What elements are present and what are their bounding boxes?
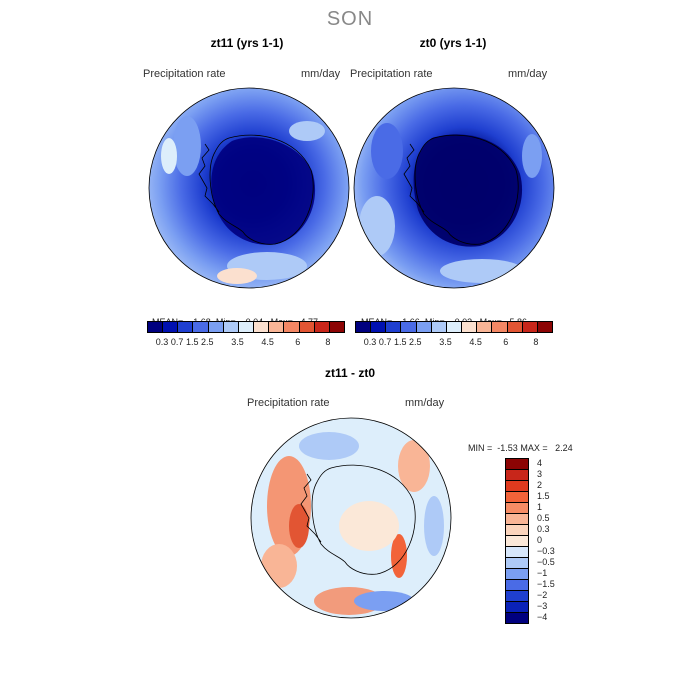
panel3-min-label: MIN = <box>468 443 493 453</box>
colorbar-swatch <box>506 470 528 481</box>
colorbar-swatch <box>506 569 528 580</box>
panel1-map <box>148 87 350 289</box>
colorbar-tick-label: 8 <box>533 337 539 347</box>
colorbar-tick-label: 0.3 <box>155 337 169 347</box>
colorbar-tick-label: 0.3 <box>363 337 377 347</box>
colorbar-swatch <box>431 322 447 332</box>
panel2-colorbar <box>355 321 553 333</box>
colorbar-swatch <box>506 558 528 569</box>
panel3-variable: Precipitation rate <box>247 397 330 409</box>
panel1-colorbar <box>147 321 345 333</box>
colorbar-tick-label: 0.7 <box>378 337 392 347</box>
colorbar-label: −1.5 <box>537 578 555 589</box>
panel3-colorbar-labels: 4 3 2 1.5 1 0.5 0.3 0 −0.3 −0.5 −1 −1.5 −2 −3 −4 <box>537 458 577 622</box>
colorbar-swatch <box>506 525 528 536</box>
colorbar-swatch <box>506 547 528 558</box>
panel2-variable: Precipitation rate <box>350 68 433 80</box>
panel3-units: mm/day <box>405 397 445 409</box>
colorbar-label: 1 <box>537 502 543 513</box>
colorbar-label: 3 <box>537 469 543 480</box>
colorbar-tick-label: 4.5 <box>469 337 482 347</box>
panel3-map <box>250 417 452 619</box>
colorbar-tick-label: 3.5 <box>439 337 452 347</box>
colorbar-swatch <box>506 503 528 514</box>
colorbar-tick-label: 8 <box>325 337 331 347</box>
colorbar-swatch <box>506 613 528 623</box>
colorbar-swatch <box>148 322 164 332</box>
colorbar-swatch <box>506 580 528 591</box>
colorbar-tick-label: 3.5 <box>231 337 244 347</box>
colorbar-swatch <box>299 322 315 332</box>
panel2-units: mm/day <box>508 68 548 80</box>
colorbar-swatch <box>386 322 402 332</box>
colorbar-swatch <box>506 514 528 525</box>
colorbar-label: 2 <box>537 480 543 491</box>
colorbar-swatch <box>178 322 194 332</box>
panel3-stats: MIN = -1.53 MAX = 2.24 <box>463 433 573 453</box>
colorbar-tick-label: 4.5 <box>261 337 274 347</box>
colorbar-swatch <box>507 322 523 332</box>
colorbar-swatch <box>329 322 345 332</box>
panel3-max-label: MAX = <box>520 443 548 453</box>
colorbar-label: −0.3 <box>537 545 555 556</box>
colorbar-label: −3 <box>537 600 548 611</box>
colorbar-label: 4 <box>537 458 543 469</box>
colorbar-swatch <box>506 459 528 470</box>
colorbar-swatch <box>506 481 528 492</box>
colorbar-swatch <box>506 536 528 547</box>
colorbar-swatch <box>401 322 417 332</box>
colorbar-swatch <box>477 322 493 332</box>
panel3-max: 2.24 <box>555 443 573 453</box>
colorbar-tick-label: 6 <box>295 337 301 347</box>
panel1-variable: Precipitation rate <box>143 68 226 80</box>
colorbar-swatch <box>371 322 387 332</box>
panel3-colorbar <box>505 458 529 624</box>
colorbar-swatch <box>163 322 179 332</box>
colorbar-swatch <box>254 322 270 332</box>
colorbar-swatch <box>506 492 528 503</box>
colorbar-label: 0.3 <box>537 524 550 535</box>
colorbar-swatch <box>462 322 478 332</box>
colorbar-swatch <box>416 322 432 332</box>
colorbar-tick-label: 2.5 <box>409 337 422 347</box>
colorbar-label: −0.5 <box>537 556 555 567</box>
panel1-colorbar-ticks: 0.3 0.7 1.5 2.5 3.5 4.5 6 8 <box>147 337 343 349</box>
colorbar-swatch <box>208 322 224 332</box>
panel2-title: zt0 (yrs 1-1) <box>419 36 487 50</box>
colorbar-swatch <box>446 322 463 332</box>
panel3-title: zt11 - zt0 <box>324 366 375 380</box>
figure-title: SON <box>326 8 374 30</box>
colorbar-swatch <box>506 602 528 613</box>
colorbar-swatch <box>193 322 209 332</box>
panel2-colorbar-ticks: 0.3 0.7 1.5 2.5 3.5 4.5 6 8 <box>355 337 551 349</box>
colorbar-tick-label: 2.5 <box>201 337 214 347</box>
colorbar-tick-label: 1.5 <box>185 337 199 347</box>
colorbar-tick-label: 6 <box>503 337 509 347</box>
colorbar-swatch <box>356 322 372 332</box>
colorbar-label: 0.5 <box>537 513 550 524</box>
colorbar-swatch <box>537 322 553 332</box>
panel3-min: -1.53 <box>497 443 518 453</box>
colorbar-swatch <box>284 322 300 332</box>
colorbar-label: −4 <box>537 611 548 622</box>
colorbar-tick-label: 0.7 <box>170 337 184 347</box>
colorbar-swatch <box>522 322 538 332</box>
colorbar-label: 1.5 <box>537 491 550 502</box>
colorbar-label: −2 <box>537 589 548 600</box>
colorbar-swatch <box>238 322 255 332</box>
colorbar-swatch <box>223 322 239 332</box>
colorbar-swatch <box>314 322 330 332</box>
colorbar-label: −1 <box>537 567 548 578</box>
colorbar-swatch <box>492 322 508 332</box>
colorbar-label: 0 <box>537 535 543 545</box>
colorbar-swatch <box>506 591 528 602</box>
colorbar-swatch <box>269 322 285 332</box>
panel1-title: zt11 (yrs 1-1) <box>210 36 284 50</box>
panel2-map <box>353 87 555 289</box>
colorbar-tick-label: 1.5 <box>393 337 407 347</box>
panel1-units: mm/day <box>301 68 341 80</box>
